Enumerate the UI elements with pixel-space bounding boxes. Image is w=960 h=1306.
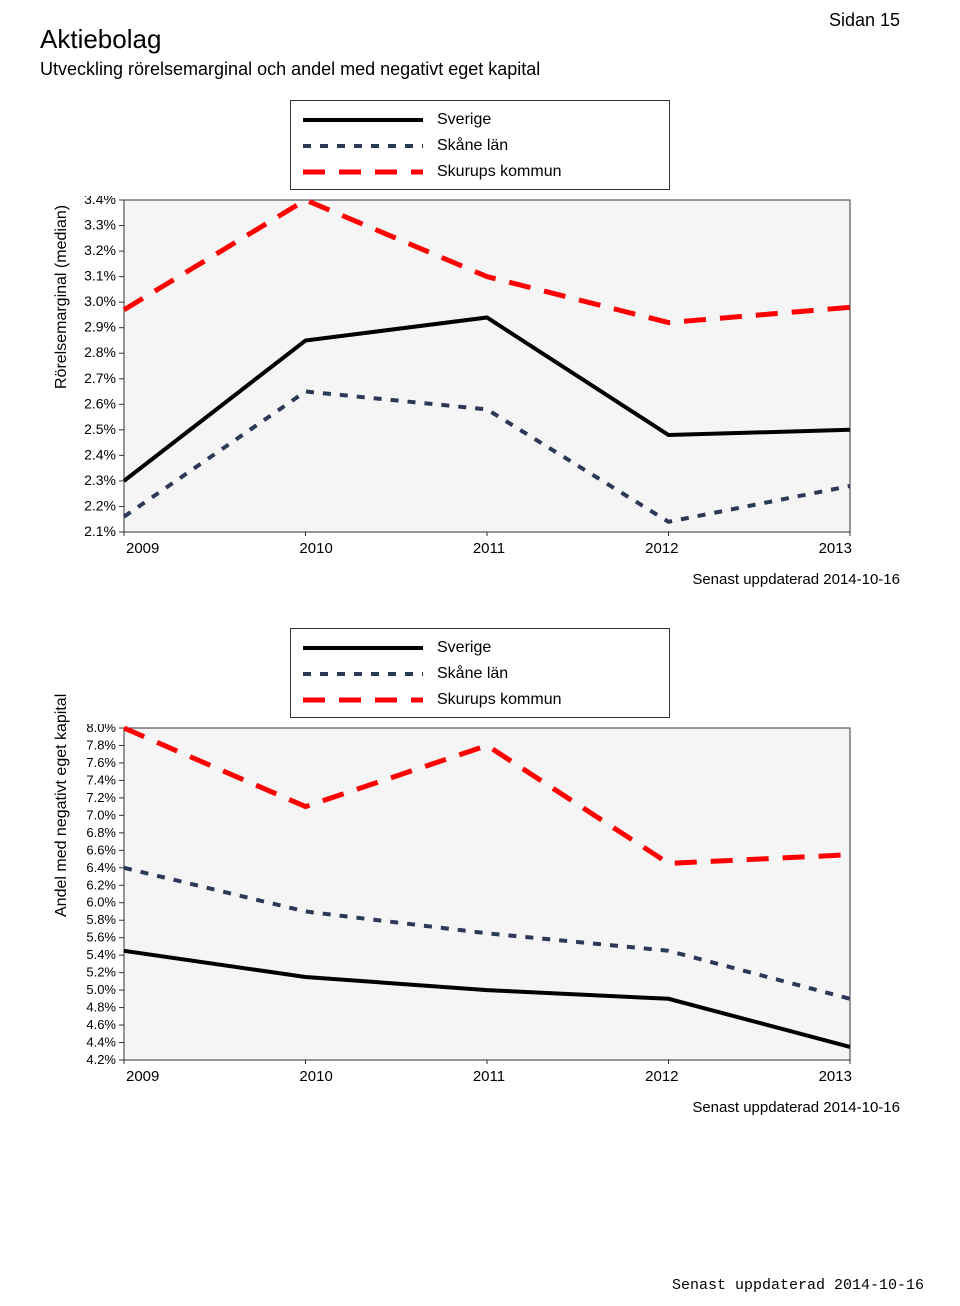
plot-area-chart1: 2.1% 2.2% 2.3% 2.4% 2.5% 2.6% 2.7% 2.8% 2.9% 3.0%… [74, 196, 910, 557]
legend-chart1: Sverige Skåne län Skurups kommun [290, 100, 670, 190]
y-tick-label: 5.4% [86, 947, 116, 962]
x-tick-label: 2009 [126, 540, 159, 557]
legend-swatch [303, 638, 423, 658]
footer-updated: Senast uppdaterad 2014-10-16 [672, 1277, 924, 1294]
x-tick-label: 2010 [299, 540, 332, 557]
legend-row: Sverige [303, 107, 657, 133]
legend-row: Skurups kommun [303, 687, 657, 713]
x-tick-label: 2009 [126, 1068, 159, 1085]
x-tick-label: 2010 [299, 1068, 332, 1085]
y-tick-label: 2.9% [84, 319, 116, 335]
plot-area-chart2: 4.2% 4.4% 4.6% 4.8% 5.0% 5.2% 5.4% 5.6% 5.8% 6.0%… [74, 724, 910, 1085]
y-tick-label: 7.4% [86, 772, 116, 787]
x-ticks-chart1: 2009 2010 2011 2012 2013 [124, 540, 854, 557]
y-axis-label-chart2: Andel med negativt eget kapital [53, 893, 71, 917]
y-tick-label: 2.3% [84, 472, 116, 488]
y-tick-label: 6.2% [86, 877, 116, 892]
plot-svg-chart2: 4.2% 4.4% 4.6% 4.8% 5.0% 5.2% 5.4% 5.6% 5.8% 6.0%… [74, 724, 854, 1064]
plot-svg-chart1: 2.1% 2.2% 2.3% 2.4% 2.5% 2.6% 2.7% 2.8% 2.9% 3.0%… [74, 196, 854, 536]
y-tick-label: 4.6% [86, 1017, 116, 1032]
legend-row: Sverige [303, 635, 657, 661]
y-tick-label: 7.2% [86, 790, 116, 805]
page-title: Aktiebolag [40, 24, 920, 55]
y-tick-label: 2.6% [84, 395, 116, 411]
page-number: Sidan 15 [829, 10, 900, 31]
page-subtitle: Utveckling rörelsemarginal och andel med… [40, 59, 920, 80]
legend-label: Sverige [437, 111, 491, 129]
updated-caption-chart2: Senast uppdaterad 2014-10-16 [50, 1099, 900, 1116]
y-tick-label: 5.6% [86, 930, 116, 945]
y-tick-label: 2.1% [84, 523, 116, 536]
chart-rorelsemarginal: Sverige Skåne län Skurups kommun Rörelsema… [50, 100, 910, 588]
legend-swatch [303, 162, 423, 182]
y-tick-label: 7.6% [86, 755, 116, 770]
y-tick-label: 4.4% [86, 1035, 116, 1050]
legend-swatch [303, 690, 423, 710]
y-tick-label: 7.0% [86, 807, 116, 822]
x-tick-label: 2012 [645, 1068, 678, 1085]
y-tick-label: 2.2% [84, 497, 116, 513]
x-tick-label: 2011 [473, 540, 505, 557]
x-tick-label: 2011 [473, 1068, 505, 1085]
y-tick-label: 6.0% [86, 895, 116, 910]
y-tick-label: 6.6% [86, 842, 116, 857]
x-tick-label: 2013 [819, 1068, 852, 1085]
y-tick-label: 6.4% [86, 860, 116, 875]
legend-label: Skurups kommun [437, 691, 562, 709]
y-tick-label: 3.3% [84, 217, 116, 233]
legend-swatch [303, 136, 423, 156]
x-ticks-chart2: 2009 2010 2011 2012 2013 [124, 1068, 854, 1085]
updated-caption-chart1: Senast uppdaterad 2014-10-16 [50, 571, 900, 588]
y-tick-label: 2.7% [84, 370, 116, 386]
y-axis-label-chart1: Rörelsemarginal (median) [53, 365, 71, 389]
y-tick-label: 8.0% [86, 724, 116, 735]
legend-label: Sverige [437, 639, 491, 657]
legend-swatch [303, 110, 423, 130]
legend-row: Skåne län [303, 133, 657, 159]
y-tick-label: 3.2% [84, 242, 116, 258]
y-tick-label: 3.4% [84, 196, 116, 207]
legend-label: Skurups kommun [437, 163, 562, 181]
legend-chart2: Sverige Skåne län Skurups kommun [290, 628, 670, 718]
y-tick-label: 2.8% [84, 344, 116, 360]
chart-negativt-eget-kapital: Sverige Skåne län Skurups kommun Andel med… [50, 628, 910, 1116]
legend-label: Skåne län [437, 665, 508, 683]
x-tick-label: 2013 [819, 540, 852, 557]
legend-row: Skåne län [303, 661, 657, 687]
y-tick-label: 3.0% [84, 293, 116, 309]
y-tick-label: 5.8% [86, 912, 116, 927]
y-tick-label: 6.8% [86, 825, 116, 840]
y-tick-label: 2.4% [84, 446, 116, 462]
legend-row: Skurups kommun [303, 159, 657, 185]
x-tick-label: 2012 [645, 540, 678, 557]
y-tick-label: 3.1% [84, 268, 116, 284]
legend-swatch [303, 664, 423, 684]
y-tick-label: 4.8% [86, 1000, 116, 1015]
legend-label: Skåne län [437, 137, 508, 155]
y-tick-label: 5.2% [86, 965, 116, 980]
y-tick-label: 5.0% [86, 982, 116, 997]
page-container: Sidan 15 Aktiebolag Utveckling rörelsema… [0, 0, 960, 1176]
y-tick-label: 7.8% [86, 737, 116, 752]
y-tick-label: 4.2% [86, 1052, 116, 1064]
y-tick-label: 2.5% [84, 421, 116, 437]
